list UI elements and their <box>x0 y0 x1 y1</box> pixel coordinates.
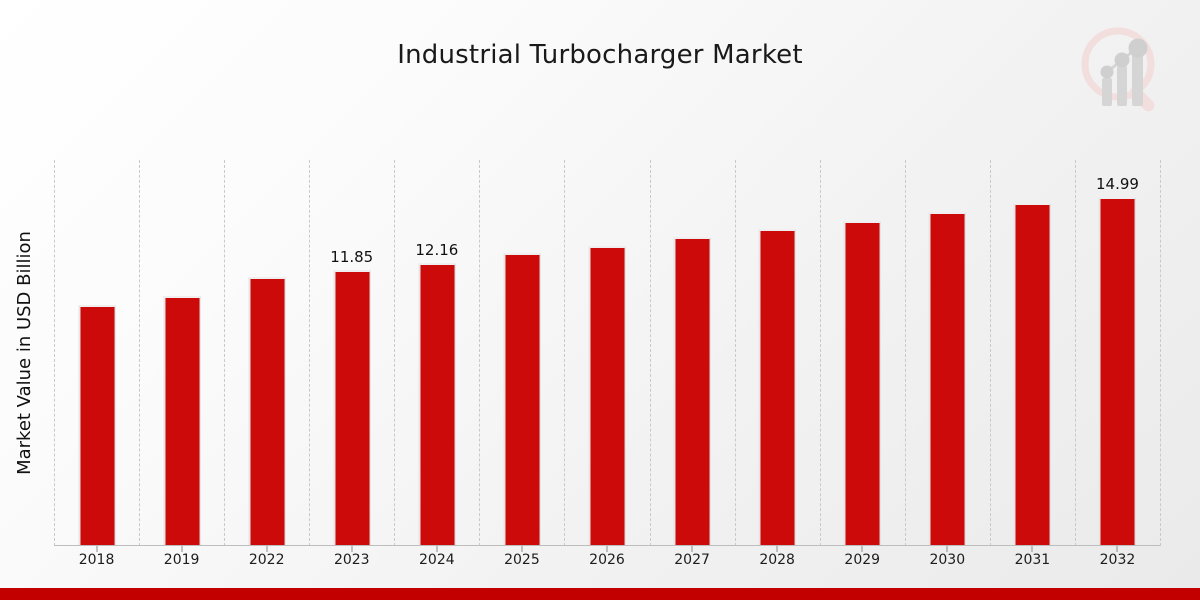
gridline-vertical <box>224 160 226 546</box>
bar-2028[interactable] <box>758 229 796 546</box>
x-axis-label-2018: 2018 <box>78 552 115 568</box>
bar-slot <box>54 160 139 552</box>
x-axis-label-2028: 2028 <box>759 552 795 568</box>
magnifier-bar-chart-logo <box>1076 22 1172 118</box>
bar-2026[interactable] <box>588 246 626 546</box>
x-axis-label-2026: 2026 <box>589 552 625 568</box>
bar-value-label-2023: 11.85 <box>330 248 374 267</box>
x-axis-label-2031: 2031 <box>1014 552 1051 568</box>
bar-2023[interactable] <box>333 270 371 546</box>
gridline-vertical <box>479 160 481 546</box>
gridline-vertical <box>904 160 907 546</box>
x-axis-tick <box>691 546 693 552</box>
x-axis-label-2023: 2023 <box>333 552 370 568</box>
x-axis-tick <box>1116 546 1118 552</box>
gridline-vertical <box>989 160 992 546</box>
bar-2029[interactable] <box>843 221 881 546</box>
gridline-vertical <box>734 160 737 546</box>
x-axis-tick <box>266 546 268 552</box>
gridline-vertical <box>309 160 311 546</box>
x-axis-label-2027: 2027 <box>674 552 710 568</box>
bar-2025[interactable] <box>503 253 541 546</box>
x-axis-tick <box>946 546 948 552</box>
x-axis-label-2019: 2019 <box>163 552 200 568</box>
bar-2024[interactable] <box>418 263 456 546</box>
bar-2030[interactable] <box>928 212 966 546</box>
x-axis-tick <box>606 546 608 552</box>
bar-value-label-2024: 12.16 <box>415 241 459 260</box>
gridline-vertical <box>649 160 652 546</box>
plot-area: 11.85 12.16 14.99 <box>54 160 1162 552</box>
footer-accent-band <box>0 588 1200 600</box>
x-axis-label-2032: 2032 <box>1099 552 1136 568</box>
x-axis-tick <box>776 546 778 552</box>
gridline-vertical <box>54 160 56 546</box>
x-axis-tick <box>861 546 863 552</box>
x-axis-label-2024: 2024 <box>419 552 455 568</box>
bar-slot <box>905 160 990 552</box>
bar-slot: 11.85 <box>309 160 394 552</box>
bar-slot <box>564 160 649 552</box>
bar-2032[interactable] <box>1098 197 1136 546</box>
x-axis-line <box>54 545 1160 546</box>
bar-2027[interactable] <box>673 237 711 546</box>
bar-2031[interactable] <box>1013 203 1051 546</box>
gridline-vertical <box>564 160 566 546</box>
gridline-vertical <box>139 160 141 546</box>
x-axis-label-2025: 2025 <box>504 552 540 568</box>
bar-slot <box>479 160 564 552</box>
x-axis-tick <box>351 546 353 552</box>
gridline-vertical <box>819 160 822 546</box>
bar-slot <box>735 160 820 552</box>
bar-slot <box>224 160 309 552</box>
bar-slot: 14.99 <box>1075 160 1160 552</box>
x-axis-label-2029: 2029 <box>844 552 881 568</box>
gridline-vertical <box>1074 160 1077 546</box>
bar-2018[interactable] <box>78 305 116 546</box>
bar-2019[interactable] <box>163 296 201 546</box>
bar-2022[interactable] <box>248 276 286 546</box>
gridline-vertical <box>1160 160 1162 546</box>
page-title: Industrial Turbocharger Market <box>397 40 803 70</box>
bar-slot <box>139 160 224 552</box>
x-axis-tick <box>1031 546 1033 552</box>
bar-slot <box>650 160 735 552</box>
x-axis-label-2030: 2030 <box>929 552 966 568</box>
bar-slot: 12.16 <box>394 160 479 552</box>
gridline-vertical <box>394 160 396 546</box>
y-axis-title: Market Value in USD Billion <box>14 231 35 475</box>
x-axis-label-2022: 2022 <box>248 552 285 568</box>
bar-slot <box>990 160 1075 552</box>
x-axis-tick <box>436 546 438 552</box>
bar-slot <box>820 160 905 552</box>
x-axis-tick <box>521 546 523 552</box>
x-axis-tick <box>96 546 98 552</box>
bar-value-label-2032: 14.99 <box>1095 175 1139 194</box>
x-axis-tick <box>181 546 183 552</box>
